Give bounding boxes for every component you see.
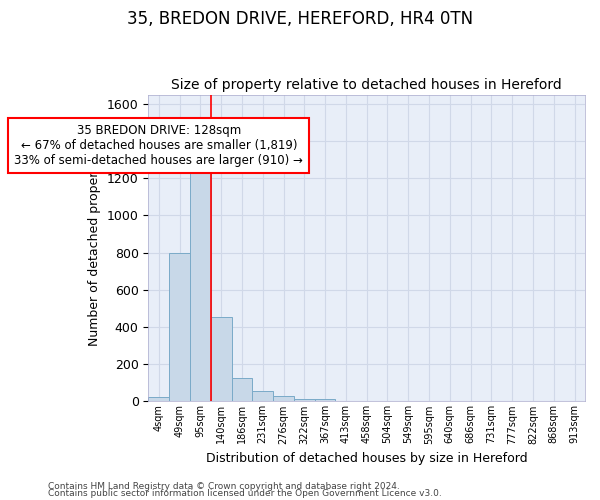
Title: Size of property relative to detached houses in Hereford: Size of property relative to detached ho…: [172, 78, 562, 92]
X-axis label: Distribution of detached houses by size in Hereford: Distribution of detached houses by size …: [206, 452, 527, 465]
Bar: [232, 378, 253, 402]
Text: Contains public sector information licensed under the Open Government Licence v3: Contains public sector information licen…: [48, 489, 442, 498]
Bar: [148, 396, 169, 402]
Y-axis label: Number of detached properties: Number of detached properties: [88, 150, 101, 346]
Bar: [169, 252, 190, 402]
Text: Contains HM Land Registry data © Crown copyright and database right 2024.: Contains HM Land Registry data © Crown c…: [48, 482, 400, 491]
Bar: [315, 399, 335, 402]
Bar: [273, 396, 294, 402]
Bar: [253, 390, 273, 402]
Bar: [211, 317, 232, 402]
Text: 35 BREDON DRIVE: 128sqm
← 67% of detached houses are smaller (1,819)
33% of semi: 35 BREDON DRIVE: 128sqm ← 67% of detache…: [14, 124, 303, 168]
Bar: [190, 171, 211, 402]
Bar: [294, 398, 315, 402]
Text: 35, BREDON DRIVE, HEREFORD, HR4 0TN: 35, BREDON DRIVE, HEREFORD, HR4 0TN: [127, 10, 473, 28]
